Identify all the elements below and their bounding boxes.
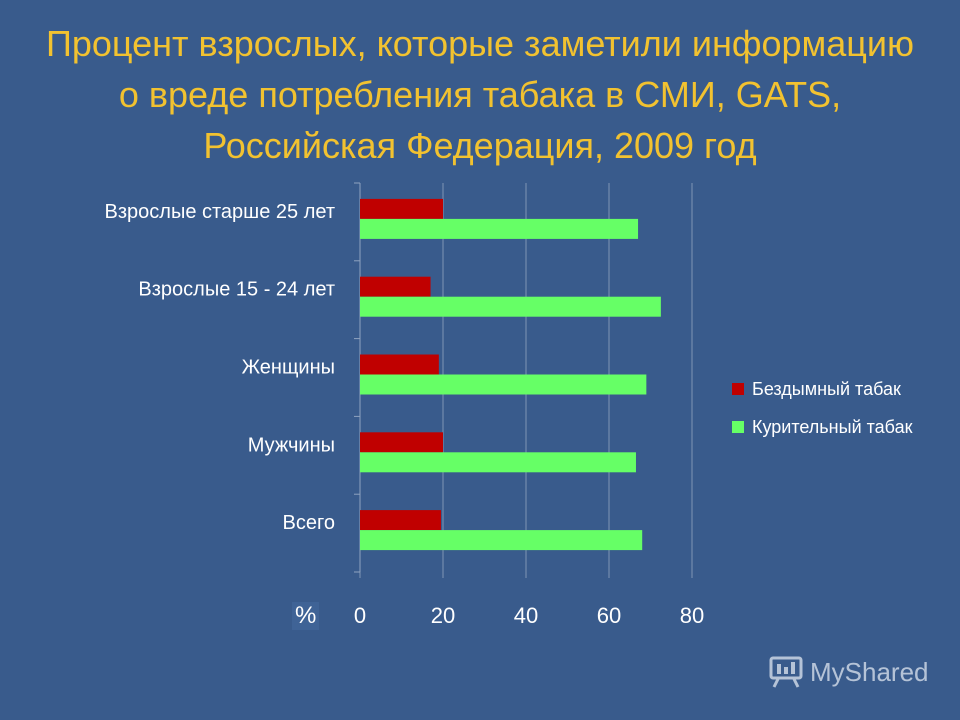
bars	[360, 198, 661, 551]
legend-swatch-smoking	[732, 421, 744, 433]
category-label: Взрослые 15 - 24 лет	[138, 279, 335, 301]
x-tick-label: 40	[514, 603, 538, 628]
bar-smokeless	[360, 198, 443, 219]
category-label: Всего	[283, 512, 335, 534]
bar-smokeless	[360, 276, 431, 297]
bar-smoking	[360, 530, 643, 551]
legend-label-smoking: Курительный табак	[752, 416, 913, 437]
category-label: Женщины	[242, 357, 335, 379]
x-tick-label: 60	[597, 603, 621, 628]
bar-smoking	[360, 296, 661, 317]
presentation-board-icon	[769, 656, 803, 688]
legend: Бездымный табак Курительный табак	[732, 370, 912, 446]
legend-swatch-smokeless	[732, 383, 744, 395]
bar-smokeless	[360, 432, 443, 453]
bar-smokeless	[360, 510, 441, 531]
legend-label-smokeless: Бездымный табак	[752, 378, 901, 399]
bar-smoking	[360, 452, 636, 473]
watermark-text: MyShared	[810, 656, 929, 687]
chart-title: Процент взрослых, которые заметили инфор…	[45, 23, 915, 166]
bar-smoking	[360, 218, 639, 239]
watermark: MyShared	[768, 655, 929, 689]
category-label: Мужчины	[248, 434, 335, 456]
bar-smokeless	[360, 354, 439, 375]
x-tick-label: 80	[680, 603, 704, 628]
x-tick-label: 0	[354, 603, 366, 628]
bar-smoking	[360, 374, 647, 395]
category-labels: Взрослые старше 25 лет Взрослые 15 - 24 л…	[105, 201, 335, 534]
legend-item-smoking: Курительный табак	[732, 408, 912, 446]
tick-labels: 0 20 40 60 80	[354, 603, 704, 628]
legend-item-smokeless: Бездымный табак	[732, 370, 912, 408]
category-label: Взрослые старше 25 лет	[105, 201, 335, 223]
x-axis-unit-label: %	[292, 602, 320, 630]
x-tick-label: 20	[431, 603, 455, 628]
